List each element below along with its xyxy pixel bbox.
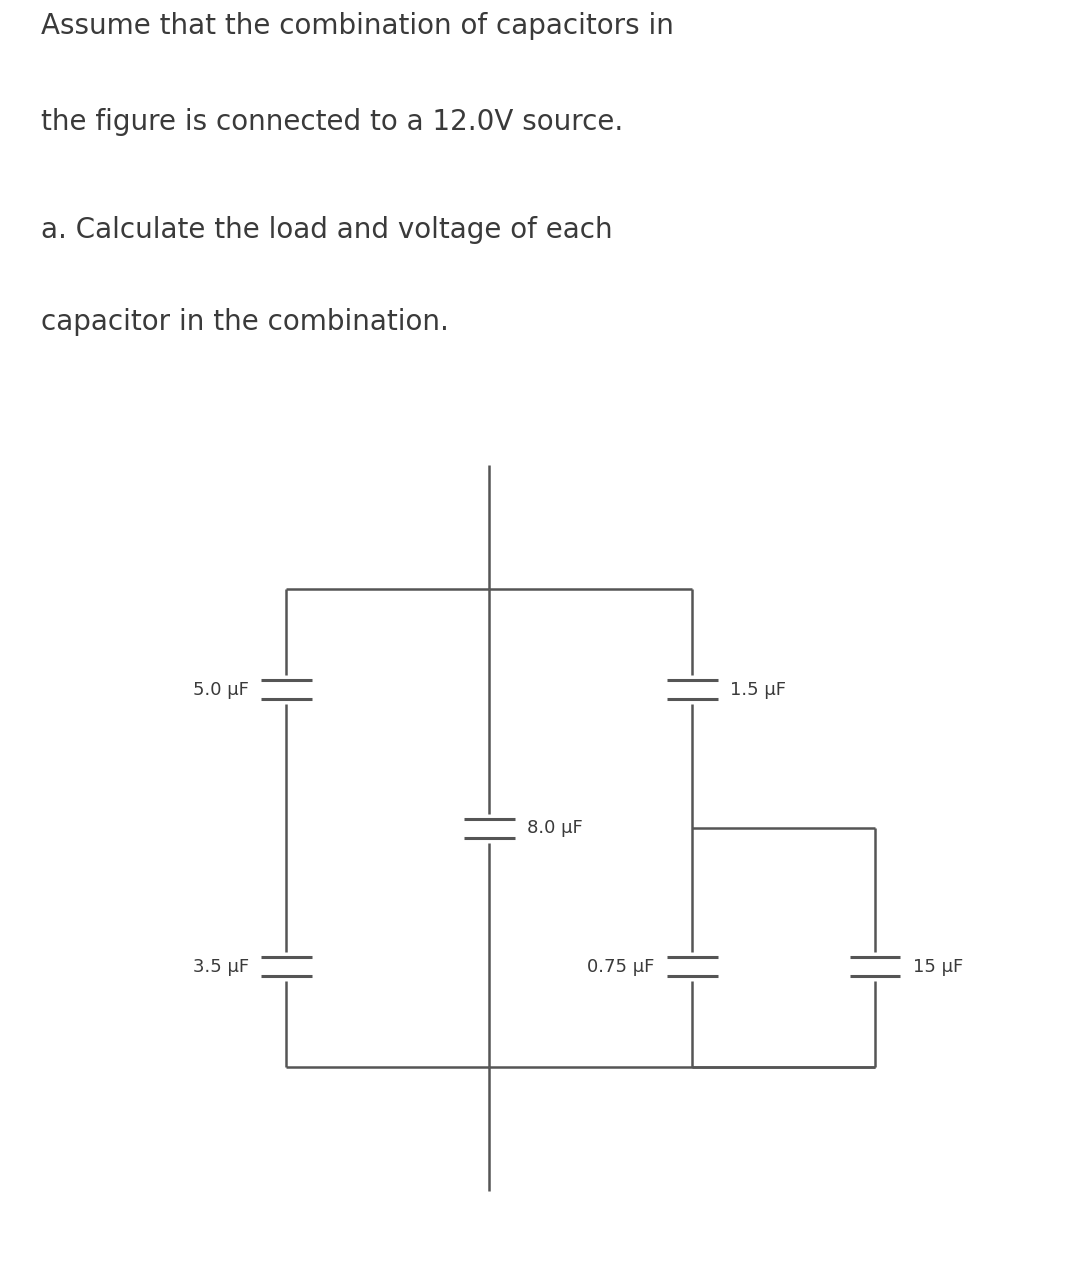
- Text: 15 μF: 15 μF: [913, 958, 963, 976]
- Text: 1.5 μF: 1.5 μF: [730, 681, 786, 698]
- Text: 5.0 μF: 5.0 μF: [192, 681, 248, 698]
- Text: the figure is connected to a 12.0V source.: the figure is connected to a 12.0V sourc…: [41, 108, 623, 136]
- Text: capacitor in the combination.: capacitor in the combination.: [41, 308, 449, 336]
- Text: Assume that the combination of capacitors in: Assume that the combination of capacitor…: [41, 12, 674, 40]
- Text: 3.5 μF: 3.5 μF: [192, 958, 248, 976]
- Text: 0.75 μF: 0.75 μF: [588, 958, 654, 976]
- Text: 8.0 μF: 8.0 μF: [527, 819, 582, 837]
- Text: a. Calculate the load and voltage of each: a. Calculate the load and voltage of eac…: [41, 216, 612, 244]
